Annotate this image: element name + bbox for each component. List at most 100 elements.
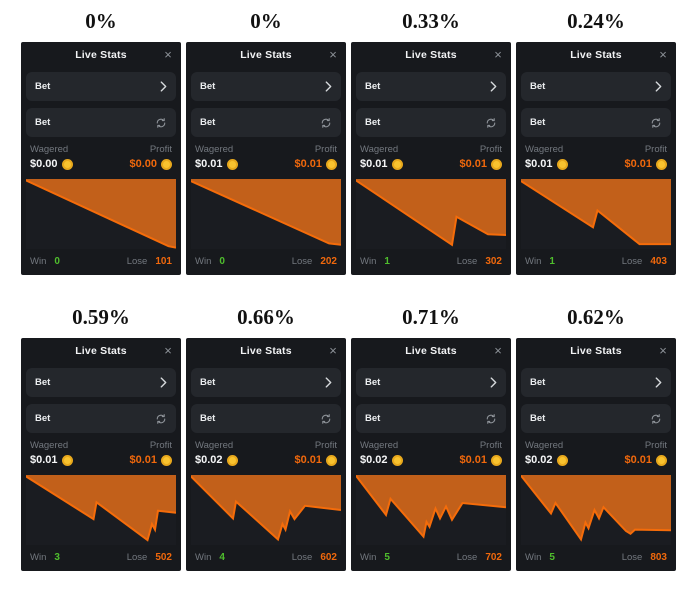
bet-section-header[interactable]: Bet (521, 108, 671, 137)
stats-cell: 0.24% Live Stats × Bet Bet (516, 6, 676, 275)
bet-selector-row[interactable]: Bet (26, 368, 176, 397)
close-icon: × (494, 343, 502, 358)
live-stats-widget: Live Stats × Bet Bet (351, 42, 511, 275)
profit-area (356, 179, 506, 245)
win-lose-footer: Win 5 Lose 702 (351, 545, 511, 571)
profit-value: $0.01 (624, 454, 652, 466)
wagered-block: Wagered $0.01 (525, 144, 568, 170)
bet-selector-row[interactable]: Bet (521, 368, 671, 397)
widget-title: Live Stats (75, 48, 127, 61)
refresh-icon[interactable] (485, 117, 497, 129)
bet-section-header[interactable]: Bet (521, 404, 671, 433)
win-pair: Win 5 (360, 552, 390, 563)
refresh-icon[interactable] (650, 117, 662, 129)
refresh-icon[interactable] (320, 413, 332, 425)
stats-cell: 0.59% Live Stats × Bet Bet (21, 302, 181, 571)
bet-section-header[interactable]: Bet (356, 108, 506, 137)
wagered-block: Wagered $0.01 (195, 144, 238, 170)
win-count: 0 (219, 255, 225, 267)
refresh-icon[interactable] (650, 413, 662, 425)
profit-area (191, 179, 341, 245)
bet-section-header[interactable]: Bet (26, 108, 176, 137)
refresh-icon[interactable] (155, 117, 167, 129)
close-button[interactable]: × (159, 338, 177, 363)
coin-icon (391, 158, 403, 170)
bet-section-label: Bet (200, 413, 216, 424)
widget-header: Live Stats × (186, 338, 346, 363)
live-stats-widget: Live Stats × Bet Bet (186, 338, 346, 571)
chevron-right-icon (490, 377, 497, 388)
bet-section-label: Bet (35, 117, 51, 128)
refresh-icon[interactable] (485, 413, 497, 425)
profit-chart (191, 179, 341, 249)
bet-selector-row[interactable]: Bet (191, 368, 341, 397)
lose-count: 602 (320, 551, 337, 563)
bet-section-header[interactable]: Bet (191, 108, 341, 137)
win-label: Win (525, 551, 542, 563)
bet-section-label: Bet (530, 413, 546, 424)
profit-block: Profit $0.01 (129, 440, 172, 466)
panels-grid: 0% Live Stats × Bet Bet (21, 6, 676, 571)
lose-pair: Lose 702 (457, 552, 502, 563)
wagered-label: Wagered (360, 440, 399, 451)
coin-icon (226, 158, 238, 170)
chevron-right-icon (160, 81, 167, 92)
profit-chart (521, 179, 671, 249)
wagered-block: Wagered $0.02 (195, 440, 238, 466)
wagered-block: Wagered $0.01 (30, 440, 73, 466)
bet-selector-row[interactable]: Bet (356, 72, 506, 101)
profit-area (26, 179, 176, 248)
chevron-right-icon (325, 81, 332, 92)
win-count: 1 (549, 255, 555, 267)
stats-summary: Wagered $0.01 Profit $0.01 (186, 137, 346, 177)
profit-value: $0.00 (129, 158, 157, 170)
profit-block: Profit $0.01 (459, 144, 502, 170)
coin-icon (656, 158, 667, 170)
bet-section-header[interactable]: Bet (191, 404, 341, 433)
refresh-icon[interactable] (155, 413, 167, 425)
close-button[interactable]: × (654, 338, 672, 363)
profit-chart (191, 475, 341, 545)
win-pair: Win 0 (30, 256, 60, 267)
profit-label: Profit (644, 440, 667, 451)
win-count: 3 (54, 551, 60, 563)
close-button[interactable]: × (324, 42, 342, 67)
lose-label: Lose (291, 551, 313, 563)
win-count: 5 (384, 551, 390, 563)
bet-section-header[interactable]: Bet (356, 404, 506, 433)
lose-label: Lose (456, 551, 478, 563)
lose-pair: Lose 202 (292, 256, 337, 267)
lose-label: Lose (621, 255, 643, 267)
widget-title: Live Stats (570, 344, 622, 357)
win-lose-footer: Win 3 Lose 502 (21, 545, 181, 571)
bet-section-header[interactable]: Bet (26, 404, 176, 433)
close-button[interactable]: × (324, 338, 342, 363)
wagered-block: Wagered $0.02 (525, 440, 568, 466)
win-lose-footer: Win 0 Lose 202 (186, 249, 346, 275)
coin-icon (326, 158, 337, 170)
lose-pair: Lose 803 (622, 552, 667, 563)
bet-section-label: Bet (365, 117, 381, 128)
lose-count: 202 (320, 255, 337, 267)
close-icon: × (164, 47, 172, 62)
widget-header: Live Stats × (516, 42, 676, 67)
bet-selector-row[interactable]: Bet (191, 72, 341, 101)
close-button[interactable]: × (159, 42, 177, 67)
profit-chart (521, 475, 671, 545)
close-button[interactable]: × (654, 42, 672, 67)
profit-label: Profit (149, 440, 172, 451)
stats-cell: 0.62% Live Stats × Bet Bet (516, 302, 676, 571)
lose-label: Lose (456, 255, 478, 267)
refresh-icon[interactable] (320, 117, 332, 129)
win-rate-label: 0% (250, 9, 282, 33)
wagered-value: $0.01 (525, 158, 553, 170)
close-button[interactable]: × (489, 42, 507, 67)
widget-title: Live Stats (570, 48, 622, 61)
win-rate-label: 0.71% (402, 305, 460, 329)
bet-selector-row[interactable]: Bet (26, 72, 176, 101)
win-pair: Win 4 (195, 552, 225, 563)
bet-selector-row[interactable]: Bet (356, 368, 506, 397)
bet-selector-row[interactable]: Bet (521, 72, 671, 101)
coin-icon (491, 158, 502, 170)
close-button[interactable]: × (489, 338, 507, 363)
